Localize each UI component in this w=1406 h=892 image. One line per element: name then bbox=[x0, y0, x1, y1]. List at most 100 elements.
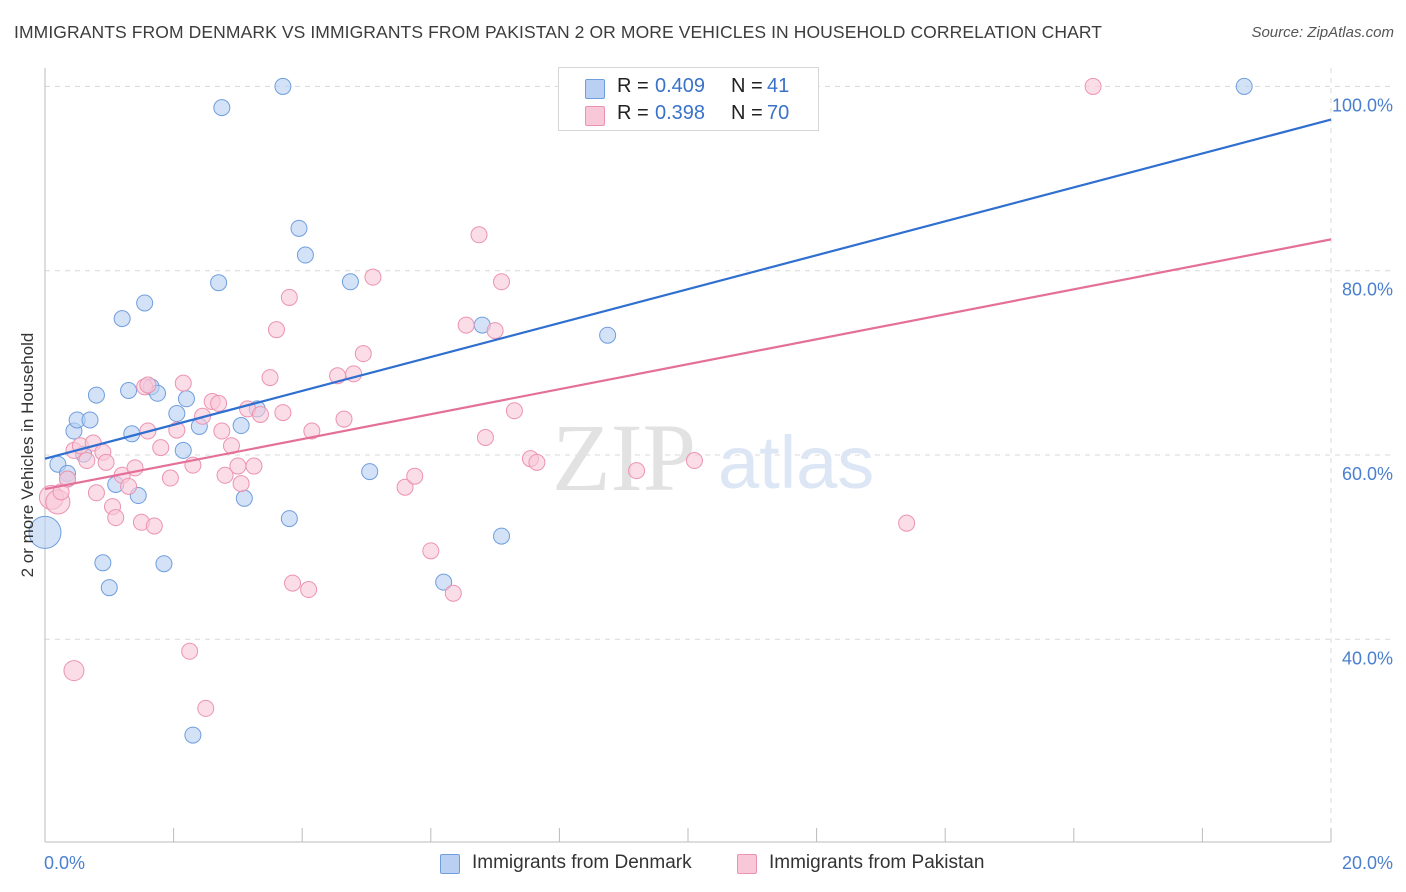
point-pakistan bbox=[493, 273, 511, 291]
trend-lines bbox=[44, 118, 1332, 491]
point-pakistan bbox=[396, 478, 414, 496]
point-pakistan bbox=[145, 517, 163, 535]
point-pakistan bbox=[267, 321, 285, 339]
point-denmark bbox=[210, 274, 228, 292]
point-pakistan bbox=[78, 452, 96, 470]
point-pakistan bbox=[444, 584, 462, 602]
point-denmark bbox=[435, 573, 453, 591]
watermark: ZIP atlas bbox=[552, 404, 874, 511]
point-pakistan bbox=[422, 542, 440, 560]
legend-swatch-pakistan bbox=[737, 854, 757, 874]
point-pakistan bbox=[364, 268, 382, 286]
point-pakistan bbox=[197, 699, 215, 717]
point-pakistan bbox=[280, 288, 298, 306]
point-pakistan bbox=[107, 509, 125, 527]
point-denmark bbox=[361, 463, 379, 481]
y-tick-label: 100.0% bbox=[1332, 95, 1393, 115]
point-pakistan bbox=[274, 404, 292, 422]
axes bbox=[44, 68, 1332, 843]
point-pakistan bbox=[406, 467, 424, 485]
point-pakistan bbox=[470, 226, 488, 244]
point-pakistan bbox=[210, 394, 228, 412]
point-pakistan bbox=[232, 475, 250, 493]
point-denmark bbox=[155, 555, 173, 573]
point-pakistan bbox=[284, 574, 302, 592]
watermark-zip: ZIP bbox=[552, 404, 696, 511]
point-denmark bbox=[100, 579, 118, 597]
point-pakistan bbox=[300, 581, 318, 599]
point-pakistan bbox=[229, 457, 247, 475]
x-tick-label: 0.0% bbox=[44, 853, 85, 873]
point-denmark bbox=[235, 489, 253, 507]
point-denmark bbox=[177, 390, 195, 408]
point-pakistan bbox=[97, 453, 115, 471]
series-label-denmark: Immigrants from Denmark bbox=[472, 852, 692, 873]
point-pakistan bbox=[486, 322, 504, 340]
point-pakistan bbox=[354, 345, 372, 363]
point-pakistan bbox=[528, 453, 546, 471]
legend-r-value: 0.409 bbox=[655, 75, 706, 97]
legend-n-label: N = bbox=[731, 75, 763, 97]
point-pakistan bbox=[139, 376, 157, 394]
trend-line-pakistan bbox=[44, 238, 1332, 491]
point-pakistan bbox=[245, 457, 263, 475]
point-denmark bbox=[213, 99, 231, 117]
point-denmark bbox=[290, 219, 308, 237]
point-pakistan bbox=[685, 452, 703, 470]
point-denmark bbox=[1235, 77, 1253, 95]
legend-r-label: R = bbox=[617, 75, 649, 97]
point-pakistan bbox=[181, 642, 199, 660]
point-pakistan bbox=[216, 466, 234, 484]
point-denmark bbox=[599, 326, 617, 344]
legend-n-value: 70 bbox=[767, 102, 790, 124]
legend-swatch-pakistan bbox=[585, 106, 605, 126]
x-tick-label: 20.0% bbox=[1342, 853, 1393, 873]
legend-r-label: R = bbox=[617, 102, 649, 124]
legend-n-label: N = bbox=[731, 102, 763, 124]
point-pakistan bbox=[898, 514, 916, 532]
point-denmark bbox=[280, 510, 298, 528]
point-pakistan bbox=[251, 405, 269, 423]
series-label-pakistan: Immigrants from Pakistan bbox=[769, 852, 985, 873]
point-denmark bbox=[120, 382, 138, 399]
y-tick-label: 40.0% bbox=[1342, 648, 1393, 668]
point-pakistan bbox=[457, 316, 475, 334]
watermark-atlas: atlas bbox=[718, 421, 874, 504]
point-pakistan bbox=[261, 369, 279, 387]
y-tick-label: 80.0% bbox=[1342, 280, 1393, 300]
point-denmark bbox=[296, 246, 314, 264]
point-pakistan bbox=[476, 428, 494, 446]
source-note: Source: ZipAtlas.com bbox=[1251, 24, 1394, 41]
y-axis-label: 2 or more Vehicles in Household bbox=[18, 333, 37, 578]
point-denmark bbox=[113, 310, 131, 328]
point-pakistan bbox=[1084, 77, 1102, 95]
point-pakistan bbox=[335, 410, 353, 428]
point-denmark bbox=[81, 411, 99, 429]
trend-line-denmark bbox=[44, 118, 1332, 460]
point-pakistan bbox=[628, 462, 646, 480]
point-denmark bbox=[87, 386, 105, 404]
point-pakistan bbox=[161, 469, 179, 487]
point-denmark bbox=[168, 405, 186, 423]
chart-title: IMMIGRANTS FROM DENMARK VS IMMIGRANTS FR… bbox=[14, 22, 1103, 42]
point-denmark bbox=[232, 417, 250, 435]
point-denmark bbox=[274, 77, 292, 95]
point-denmark bbox=[341, 273, 359, 291]
point-denmark bbox=[174, 441, 192, 459]
point-denmark bbox=[493, 527, 511, 545]
correlation-legend: R = 0.409 N = 41 R = 0.398 N = 70 bbox=[558, 67, 819, 131]
legend-swatch-denmark bbox=[440, 854, 460, 874]
point-pakistan bbox=[87, 484, 105, 502]
axis-labels: 40.0% 60.0% 80.0% 100.0% 0.0% 20.0% 2 or more … bbox=[18, 95, 1393, 873]
point-pakistan bbox=[505, 402, 523, 420]
data-points bbox=[28, 77, 1253, 744]
point-denmark bbox=[184, 726, 202, 744]
y-tick-label: 60.0% bbox=[1342, 464, 1393, 484]
point-denmark bbox=[28, 515, 62, 549]
point-pakistan bbox=[63, 660, 85, 682]
legend-r-value: 0.398 bbox=[655, 102, 706, 124]
point-pakistan bbox=[303, 422, 321, 440]
legend-n-value: 41 bbox=[767, 75, 790, 97]
point-pakistan bbox=[213, 422, 231, 440]
